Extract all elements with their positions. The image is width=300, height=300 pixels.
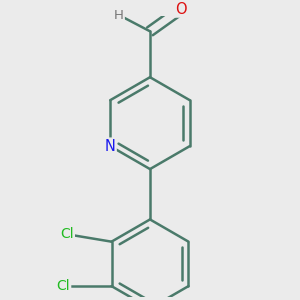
Text: Cl: Cl: [57, 279, 70, 293]
Text: N: N: [105, 139, 116, 154]
Text: H: H: [114, 8, 124, 22]
Text: O: O: [175, 2, 187, 16]
Text: Cl: Cl: [60, 227, 74, 241]
